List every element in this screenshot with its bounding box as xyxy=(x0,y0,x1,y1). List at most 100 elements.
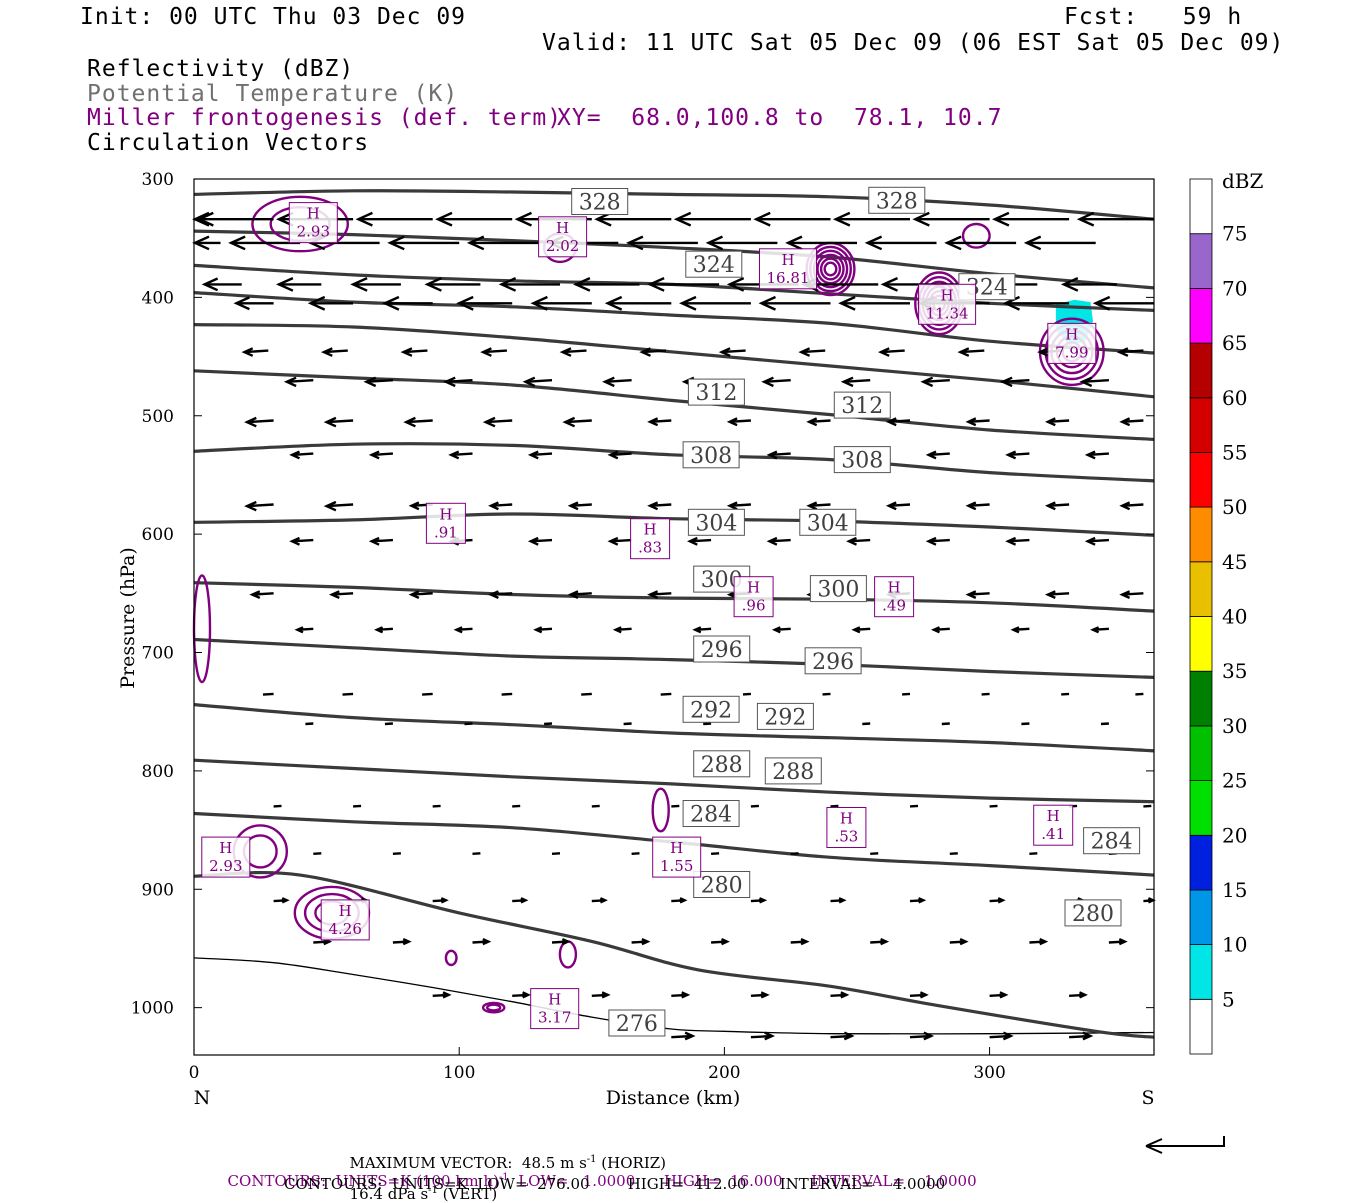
maximum-value: 7.99 xyxy=(1055,343,1088,361)
vector-shaft xyxy=(581,692,592,696)
theta-label: 276 xyxy=(616,1012,658,1037)
colorbar-label: 50 xyxy=(1222,495,1247,519)
x-tick-label: 200 xyxy=(708,1063,740,1083)
vector-head xyxy=(604,295,623,311)
vector-shaft xyxy=(246,419,274,424)
vector-shaft xyxy=(422,692,433,696)
theta-label-box xyxy=(687,508,745,536)
theta-label: 284 xyxy=(1091,830,1133,855)
vector-shaft xyxy=(848,538,871,543)
vector-head xyxy=(482,416,496,428)
vector-head xyxy=(440,897,449,904)
colorbar-label: 70 xyxy=(1222,276,1247,300)
vector-shaft xyxy=(490,592,513,596)
maximum-value: 16.81 xyxy=(767,269,810,287)
theta-label: 312 xyxy=(695,381,737,406)
vector-shaft xyxy=(1047,503,1070,507)
vector-head xyxy=(192,235,210,251)
vector-head xyxy=(456,295,474,311)
theta-label-box xyxy=(756,702,814,730)
vector-head xyxy=(798,347,811,357)
vector-head xyxy=(241,347,254,357)
theta-label: 300 xyxy=(817,578,859,603)
fronto-contour xyxy=(558,940,578,969)
theta-label: 308 xyxy=(841,449,883,474)
field-frontogenesis: Miller frontogenesis (def. term) xyxy=(87,105,563,131)
vector-shaft xyxy=(671,1034,693,1039)
vector-shaft xyxy=(292,452,314,457)
colorbar-title: dBZ xyxy=(1222,169,1264,193)
init-time: Init: 00 UTC Thu 03 Dec 09 xyxy=(80,4,467,30)
vector-head xyxy=(647,501,659,511)
vector-shaft xyxy=(570,503,592,507)
maximum-value: 2.93 xyxy=(297,223,330,241)
vector-shaft xyxy=(843,379,871,383)
vector-shaft xyxy=(562,349,587,354)
vector-shaft xyxy=(551,852,561,855)
vector-head xyxy=(402,938,412,946)
theta-label: 308 xyxy=(690,444,732,469)
vector-head xyxy=(885,417,897,427)
vector-shaft xyxy=(604,379,632,383)
vector-shaft xyxy=(742,692,751,696)
vector-head xyxy=(1002,1031,1014,1041)
vector-head xyxy=(721,938,730,946)
fronto-contour xyxy=(819,257,842,281)
contours-fronto-range: LOW= 1.0000 HIGH= 16.000 INTERVAL= 1.000… xyxy=(508,1172,977,1190)
colorbar-swatch xyxy=(1189,287,1213,344)
vector-shaft xyxy=(1100,722,1109,726)
maximum-label: H xyxy=(548,991,561,1009)
vector-head xyxy=(1082,1031,1094,1041)
theta-line-304 xyxy=(193,442,1155,483)
x-tick-label: 100 xyxy=(443,1063,475,1083)
theta-label: 280 xyxy=(701,874,743,899)
vector-shaft xyxy=(1087,452,1109,457)
vector-shaft xyxy=(909,1034,932,1039)
maximum-box xyxy=(288,202,338,244)
vector-head xyxy=(1044,590,1056,599)
colorbar-label: 20 xyxy=(1222,823,1247,847)
vector-head xyxy=(480,347,492,357)
vector-head xyxy=(1119,417,1131,427)
x-tick-label: 0 xyxy=(189,1063,200,1083)
fronto-contour xyxy=(961,222,991,249)
y-axis-title: Pressure (hPa) xyxy=(117,547,139,689)
vector-shaft xyxy=(1122,592,1144,596)
vector-head xyxy=(957,347,970,357)
vector-head xyxy=(759,897,768,904)
maximum-box xyxy=(733,576,774,618)
vector-head xyxy=(368,536,380,546)
forecast-hour: Fcst: 59 h xyxy=(1064,4,1243,30)
vector-shaft xyxy=(888,419,911,423)
vector-head xyxy=(912,211,930,227)
vector-head xyxy=(424,277,442,292)
theta-label: 328 xyxy=(876,189,918,214)
vector-shaft xyxy=(483,349,507,354)
theta-line-276 xyxy=(193,871,1155,1039)
vector-head xyxy=(612,626,622,634)
vector-shaft xyxy=(544,722,553,726)
theta-label-box xyxy=(809,575,867,603)
vector-shaft xyxy=(862,722,871,726)
vector-shaft xyxy=(313,852,322,855)
vector-head xyxy=(520,897,529,904)
vector-head xyxy=(918,897,927,904)
vector-head xyxy=(761,376,774,388)
vector-shaft xyxy=(366,379,393,383)
vector-shaft xyxy=(989,1034,1011,1039)
vector-head xyxy=(1005,536,1017,546)
valid-time: Valid: 11 UTC Sat 05 Dec 09 (06 EST Sat … xyxy=(542,30,1285,56)
vector-shaft xyxy=(650,419,672,423)
vector-shaft xyxy=(830,804,839,808)
axes: 300 400 500 600 700 800 900 1000 0 100 200 300 xyxy=(131,170,1154,1083)
colorbar-swatch xyxy=(1189,998,1213,1055)
vector-head xyxy=(567,590,579,599)
vector-head xyxy=(959,938,969,946)
vector-head xyxy=(800,938,810,946)
vector-head xyxy=(684,1031,696,1041)
vector-shaft xyxy=(1122,503,1144,507)
colorbar-label: 30 xyxy=(1222,714,1247,738)
theta-label: 280 xyxy=(1072,902,1114,927)
vector-head xyxy=(562,416,576,428)
